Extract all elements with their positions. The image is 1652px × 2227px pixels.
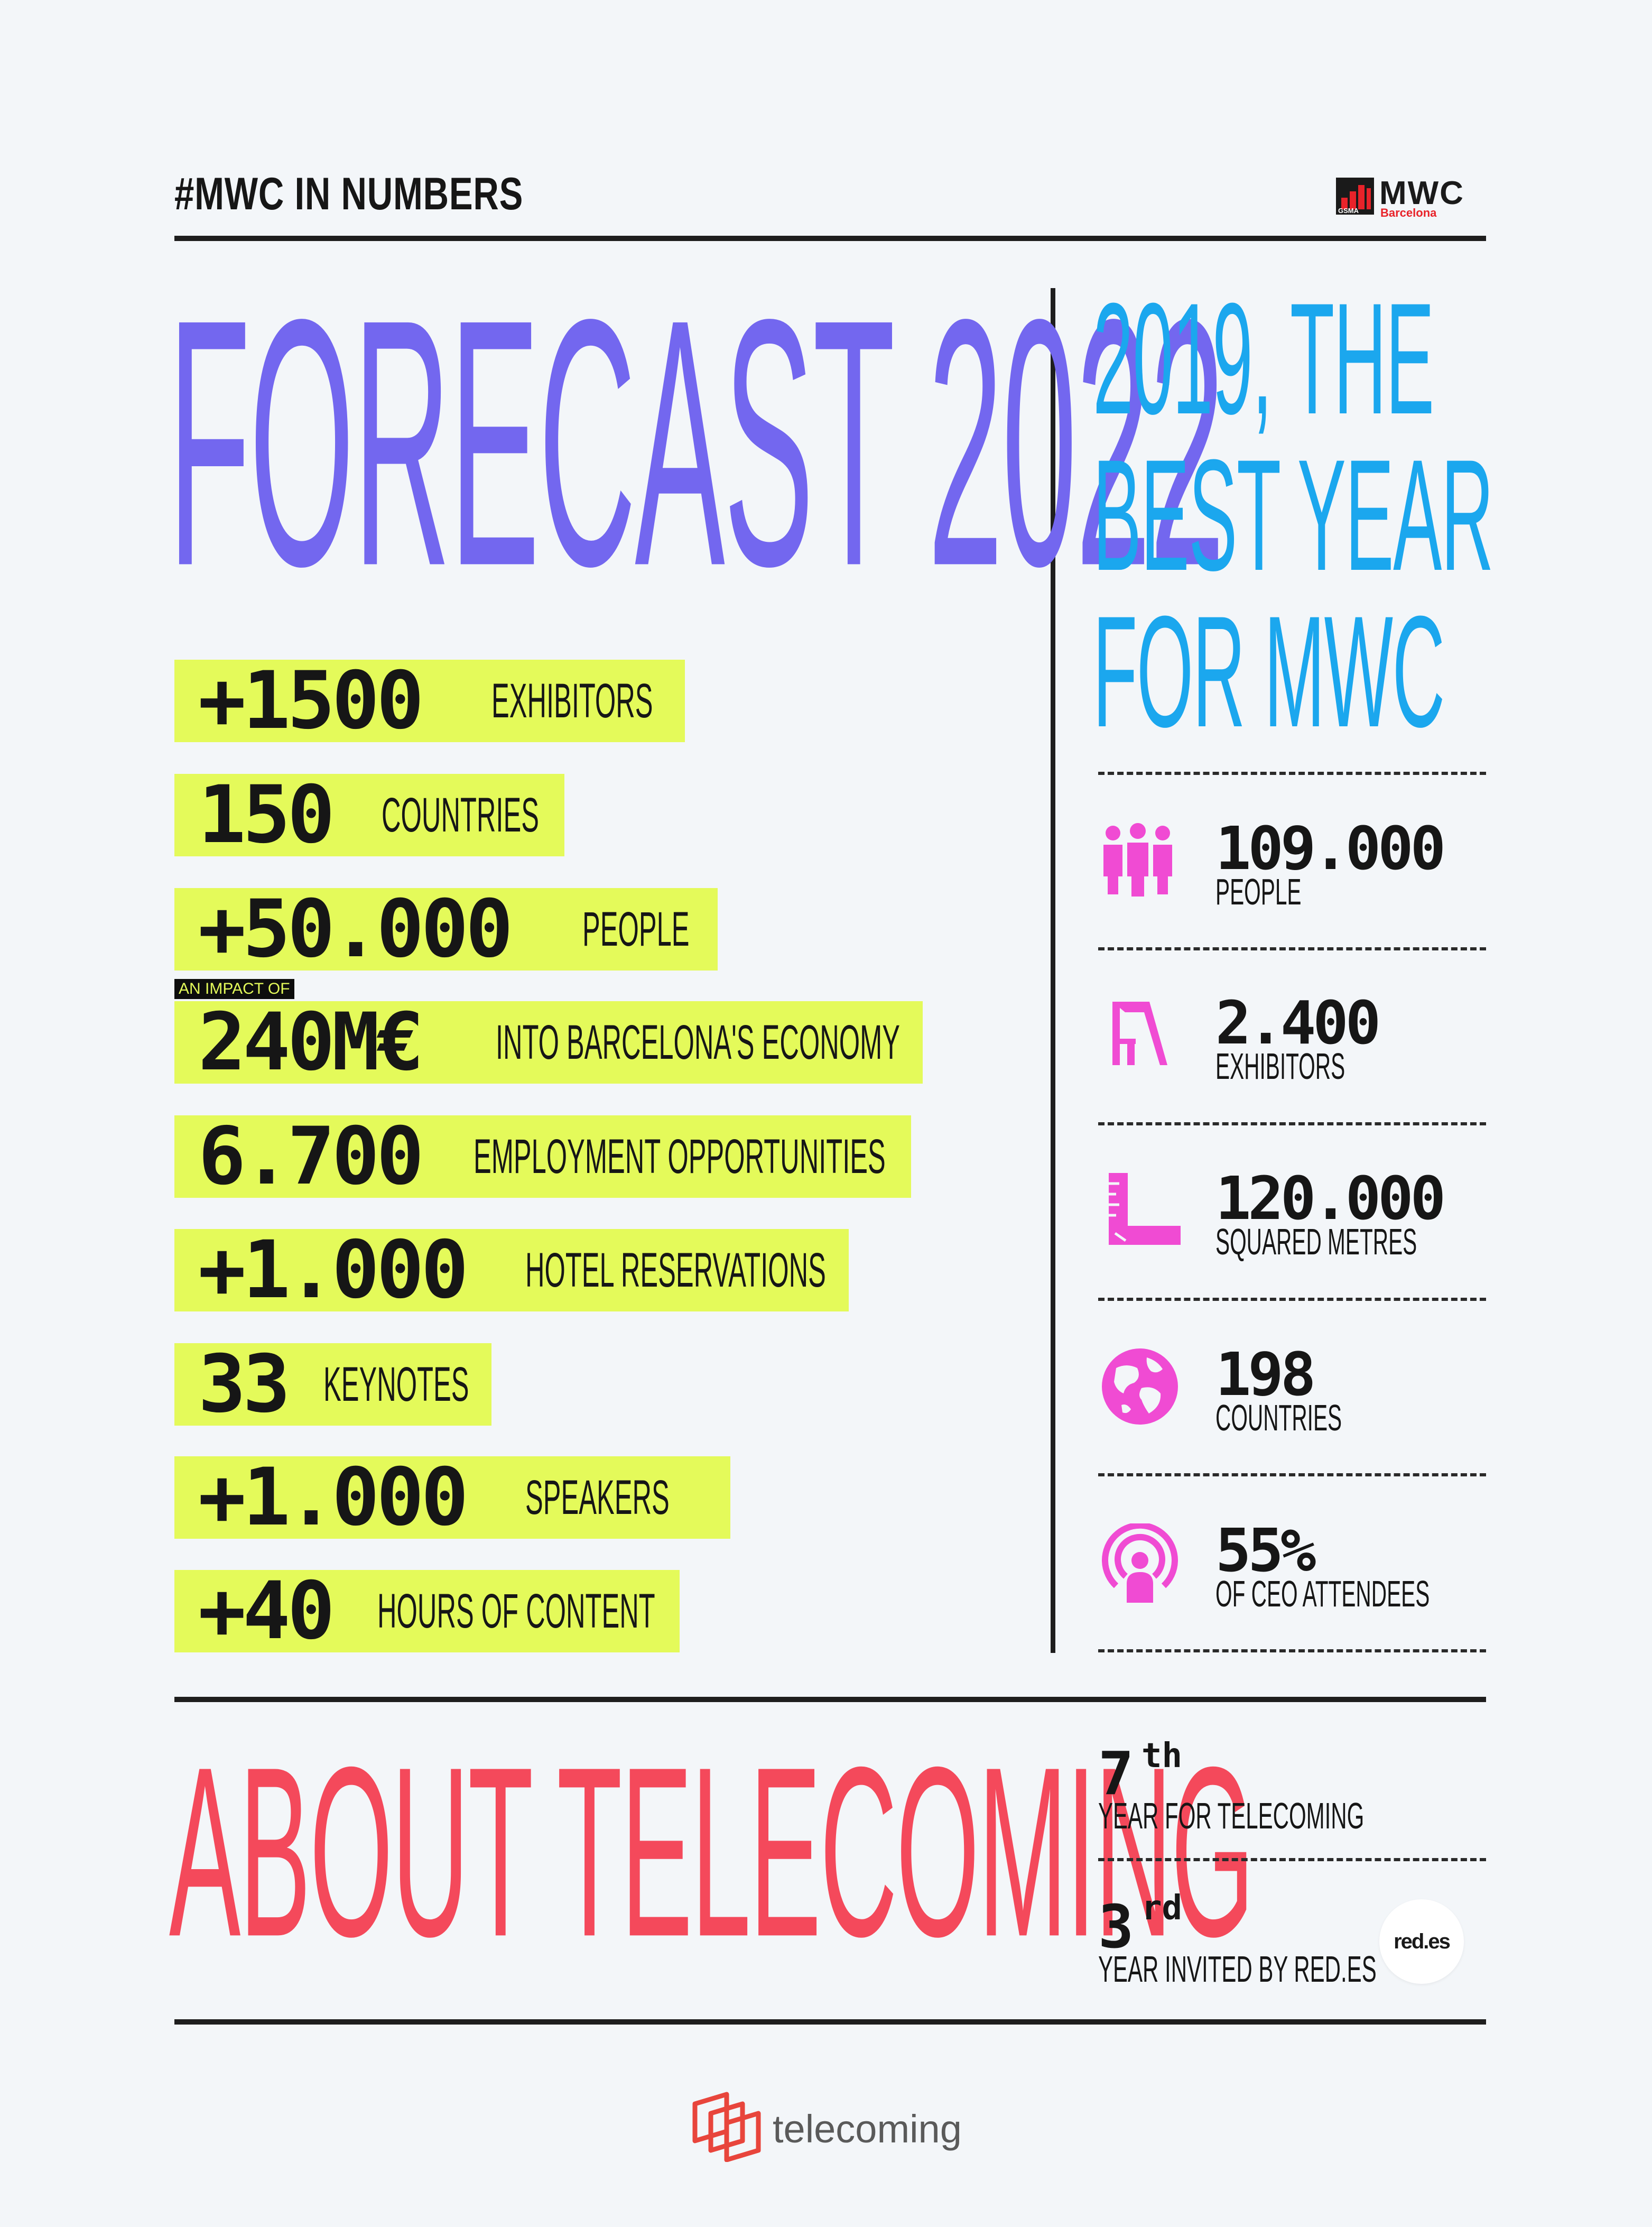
stat-number: +1.000 [198, 1224, 469, 1316]
mwc-logo: GSMA MWC Barcelona [1336, 174, 1489, 219]
about-label: YEAR INVITED BY RED.ES [1098, 1948, 1377, 1990]
stat-number: +50.000 [198, 883, 513, 975]
best-year-title: 2019, THE BEST YEAR FOR MWC [1093, 270, 1494, 760]
best-stat-number: 109.000 [1215, 815, 1446, 883]
about-top-rule [174, 1697, 1486, 1702]
stat-row: +1.000 HOTEL RESERVATIONS [174, 1229, 849, 1311]
best-stat-number: 120.000 [1215, 1165, 1446, 1233]
stat-row: 240M€ INTO BARCELONA'S ECONOMY [174, 1001, 923, 1084]
divider-dashed [1098, 1298, 1486, 1301]
about-bottom-rule [174, 2019, 1486, 2025]
ruler-icon [1109, 1173, 1181, 1245]
header-title: #MWC IN NUMBERS [174, 169, 524, 219]
broadcast-person-icon [1102, 1523, 1178, 1603]
globe-icon [1102, 1348, 1178, 1425]
stat-label: PEOPLE [582, 902, 690, 956]
people-icon [1103, 823, 1172, 897]
exhibitor-stand-icon [1112, 1002, 1167, 1065]
stat-label: KEYNOTES [323, 1357, 469, 1411]
mwc-logo-mark: GSMA [1336, 178, 1374, 215]
best-stat-label: PEOPLE [1215, 871, 1302, 912]
stat-label: SPEAKERS [525, 1471, 670, 1524]
stat-number: +1.000 [198, 1452, 469, 1544]
stat-row: 150 COUNTRIES [174, 774, 564, 856]
telecoming-wordmark: telecoming [773, 2107, 962, 2151]
forecast-title: FORECAST 2022 [168, 246, 1225, 639]
about-number: 7 [1098, 1740, 1134, 1808]
stat-row: 6.700 EMPLOYMENT OPPORTUNITIES [174, 1115, 911, 1198]
best-stat-number: 2.400 [1215, 989, 1381, 1058]
stat-row: +1.000 SPEAKERS [174, 1456, 730, 1539]
best-year-title-line: BEST YEAR [1093, 426, 1494, 604]
stat-number: +40 [198, 1565, 335, 1657]
about-suffix: rd [1141, 1889, 1183, 1928]
redes-logo: red.es [1379, 1899, 1464, 1984]
divider-dashed [1098, 772, 1486, 775]
stat-label: HOURS OF CONTENT [377, 1584, 655, 1638]
best-year-title-line: FOR MWC [1093, 583, 1445, 760]
divider-dashed [1098, 1122, 1486, 1125]
about-suffix: th [1141, 1736, 1183, 1776]
stat-number: 150 [198, 769, 335, 861]
header-rule [174, 236, 1486, 241]
stat-number: 6.700 [198, 1111, 424, 1203]
divider-dashed [1098, 1649, 1486, 1652]
about-title: ABOUT TELECOMING [169, 1716, 1254, 1987]
stat-number: 240M€ [198, 996, 424, 1088]
mwc-logo-sub: Barcelona [1380, 206, 1437, 219]
best-stat-label: COUNTRIES [1215, 1397, 1342, 1438]
stat-label: EXHIBITORS [491, 674, 653, 728]
divider-dashed [1098, 947, 1486, 950]
best-year-title-line: 2019, THE [1093, 270, 1434, 447]
best-stat-label: SQUARED METRES [1215, 1221, 1417, 1262]
stat-label: COUNTRIES [382, 788, 539, 842]
redes-logo-text: red.es [1394, 1930, 1451, 1953]
mwc-logo-text: MWC [1379, 175, 1464, 211]
gsma-label: GSMA [1338, 207, 1359, 215]
impact-tag: AN IMPACT OF [174, 979, 294, 999]
divider-dashed [1098, 1473, 1486, 1476]
about-label: YEAR FOR TELECOMING [1098, 1795, 1365, 1836]
stat-row: 33 KEYNOTES [174, 1343, 491, 1426]
stat-label: EMPLOYMENT OPPORTUNITIES [474, 1130, 886, 1184]
about-number: 3 [1098, 1893, 1134, 1962]
stat-number: +1500 [198, 655, 424, 747]
best-stat-number: 198 [1215, 1341, 1316, 1409]
column-divider [1051, 288, 1055, 1653]
stat-row: +40 HOURS OF CONTENT [174, 1570, 680, 1652]
best-stat-number: 55% [1215, 1517, 1316, 1585]
best-stat-label: EXHIBITORS [1215, 1046, 1345, 1087]
divider-dashed [1098, 1858, 1486, 1861]
stat-label: HOTEL RESERVATIONS [525, 1243, 826, 1297]
stat-row: +50.000 PEOPLE [174, 888, 718, 971]
telecoming-logo-icon [692, 2092, 761, 2162]
stat-row: +1500 EXHIBITORS [174, 660, 685, 742]
stat-number: 33 [198, 1338, 291, 1430]
stat-label: INTO BARCELONA'S ECONOMY [496, 1015, 901, 1069]
best-stat-label: OF CEO ATTENDEES [1215, 1573, 1430, 1614]
